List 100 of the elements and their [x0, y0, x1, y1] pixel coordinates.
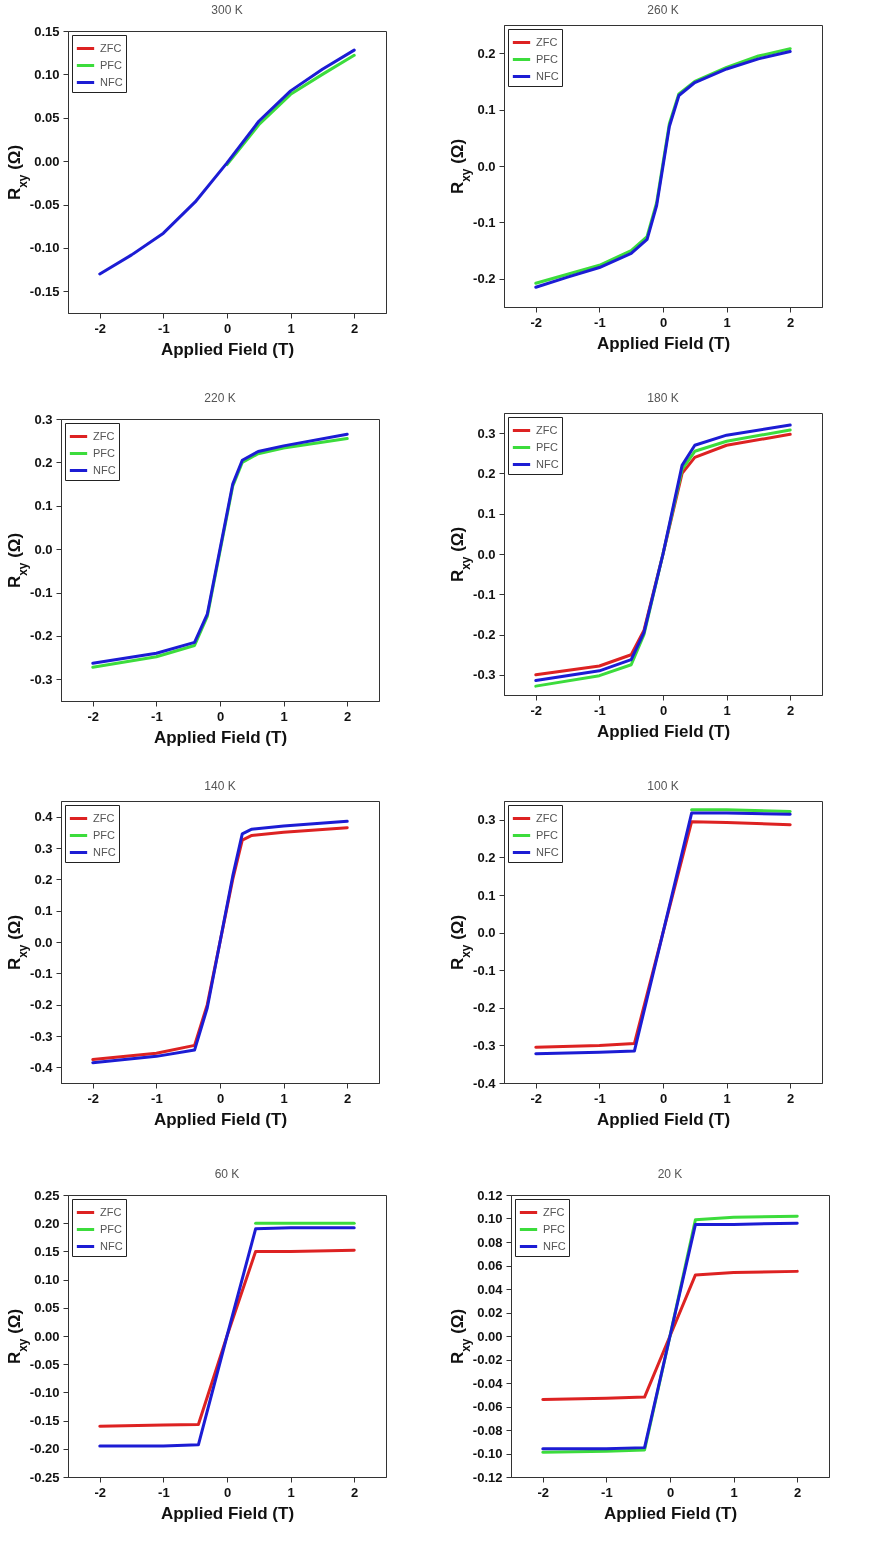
legend-label: NFC: [543, 1239, 566, 1252]
x-tick-label: -2: [87, 1090, 100, 1106]
y-tick-label: 0.0: [34, 541, 53, 557]
chart-title: 60 K: [214, 1167, 240, 1181]
x-tick-label: 2: [351, 320, 359, 336]
legend-label: PFC: [536, 52, 559, 65]
y-tick-label: 0.25: [34, 1187, 60, 1203]
x-tick-label: 2: [787, 314, 795, 330]
y-tick-label: -0.2: [30, 997, 53, 1013]
y-tick-label: -0.04: [472, 1375, 504, 1391]
y-tick-label: -0.4: [473, 1075, 497, 1091]
x-tick-label: 0: [223, 1484, 232, 1500]
y-tick-label: 0.3: [477, 425, 496, 441]
y-tick-label: 0.3: [34, 840, 53, 856]
y-tick-label: -0.1: [473, 214, 496, 230]
y-tick-label: 0.2: [34, 454, 53, 470]
y-tick-label: 0.0: [477, 546, 496, 562]
chart-title: 180 K: [647, 391, 679, 405]
y-tick-label: 0.1: [477, 102, 496, 118]
y-tick-label: 0.1: [477, 506, 496, 522]
y-tick-label: -0.3: [30, 1028, 53, 1044]
legend-label: NFC: [100, 75, 123, 88]
legend-label: NFC: [536, 69, 559, 82]
legend-label: PFC: [100, 1222, 123, 1235]
y-tick-label: -0.2: [473, 1000, 496, 1016]
chart-title: 220 K: [204, 391, 236, 405]
x-tick-label: 2: [344, 708, 352, 724]
y-tick-label: -0.10: [472, 1446, 503, 1461]
y-tick-label: -0.2: [30, 628, 53, 644]
chart-title: 140 K: [204, 779, 236, 793]
legend-label: ZFC: [536, 35, 558, 48]
y-tick-label: 0.10: [477, 1211, 503, 1226]
chart-title: 20 K: [657, 1167, 683, 1181]
legend-label: ZFC: [93, 811, 115, 824]
x-tick-label: -1: [151, 1090, 163, 1106]
y-tick-label: 0.10: [34, 66, 60, 82]
x-tick-label: -2: [94, 1484, 107, 1500]
y-tick-label: 0.4: [34, 809, 54, 825]
y-tick-label: 0.05: [34, 110, 60, 126]
y-tick-label: -0.1: [473, 586, 496, 602]
x-tick-label: 0: [659, 1090, 668, 1106]
y-tick-label: 0.00: [34, 1328, 60, 1344]
x-tick-label: -1: [594, 314, 606, 330]
x-tick-label: -1: [594, 702, 606, 718]
y-tick-label: 0.3: [477, 812, 496, 828]
chart-title: 300 K: [211, 3, 243, 17]
y-tick-label: -0.4: [30, 1059, 54, 1075]
legend-label: ZFC: [100, 1205, 122, 1218]
x-tick-label: 1: [723, 702, 731, 718]
chart-title: 260 K: [647, 3, 679, 17]
legend-label: NFC: [536, 457, 559, 470]
y-tick-label: -0.02: [472, 1352, 503, 1367]
y-tick-label: 0.0: [34, 934, 53, 950]
y-tick-label: 0.1: [34, 903, 53, 919]
y-tick-label: -0.15: [29, 283, 60, 299]
legend-label: PFC: [93, 446, 116, 459]
y-tick-label: 0.0: [477, 925, 496, 941]
y-tick-label: 0.15: [34, 1243, 60, 1259]
x-axis-title: Applied Field (T): [153, 727, 288, 747]
x-axis-title: Applied Field (T): [160, 339, 295, 359]
chart-title: 100 K: [647, 779, 679, 793]
x-axis-title: Applied Field (T): [160, 1503, 295, 1523]
legend-label: PFC: [543, 1222, 566, 1235]
legend-label: PFC: [536, 828, 559, 841]
y-tick-label: -0.2: [473, 271, 496, 287]
y-tick-label: 0.00: [34, 153, 60, 169]
y-tick-label: 0.2: [477, 849, 496, 865]
y-tick-label: -0.3: [473, 1037, 496, 1053]
x-tick-label: -1: [594, 1090, 606, 1106]
x-tick-label: -1: [151, 708, 163, 724]
x-tick-label: 2: [794, 1484, 802, 1500]
y-tick-label: -0.25: [29, 1469, 60, 1485]
x-axis-title: Applied Field (T): [153, 1109, 288, 1129]
x-tick-label: 0: [223, 320, 232, 336]
x-axis-title: Applied Field (T): [596, 1109, 731, 1129]
legend-label: PFC: [93, 828, 116, 841]
x-tick-label: -1: [158, 1484, 170, 1500]
y-tick-label: 0.2: [477, 45, 496, 61]
y-tick-label: -0.06: [472, 1399, 503, 1414]
x-tick-label: -2: [530, 314, 543, 330]
y-tick-label: -0.1: [30, 965, 53, 981]
x-tick-label: 0: [216, 708, 225, 724]
x-axis-title: Applied Field (T): [596, 333, 731, 353]
legend-label: ZFC: [536, 423, 558, 436]
x-tick-label: 1: [723, 314, 731, 330]
x-tick-label: -2: [94, 320, 107, 336]
y-tick-label: 0.04: [477, 1281, 504, 1297]
y-tick-label: -0.3: [473, 667, 496, 683]
y-tick-label: 0.08: [477, 1234, 503, 1250]
x-tick-label: -2: [530, 1090, 543, 1106]
y-tick-label: -0.05: [29, 197, 60, 213]
x-axis-title: Applied Field (T): [603, 1503, 738, 1523]
y-tick-label: 0.1: [34, 498, 53, 514]
y-tick-label: 0.2: [34, 871, 53, 887]
x-tick-label: 1: [287, 320, 295, 336]
y-tick-label: 0.05: [34, 1300, 60, 1316]
y-tick-label: -0.1: [473, 962, 496, 978]
legend-label: NFC: [93, 845, 116, 858]
x-tick-label: -1: [601, 1484, 613, 1500]
y-tick-label: 0.2: [477, 465, 496, 481]
